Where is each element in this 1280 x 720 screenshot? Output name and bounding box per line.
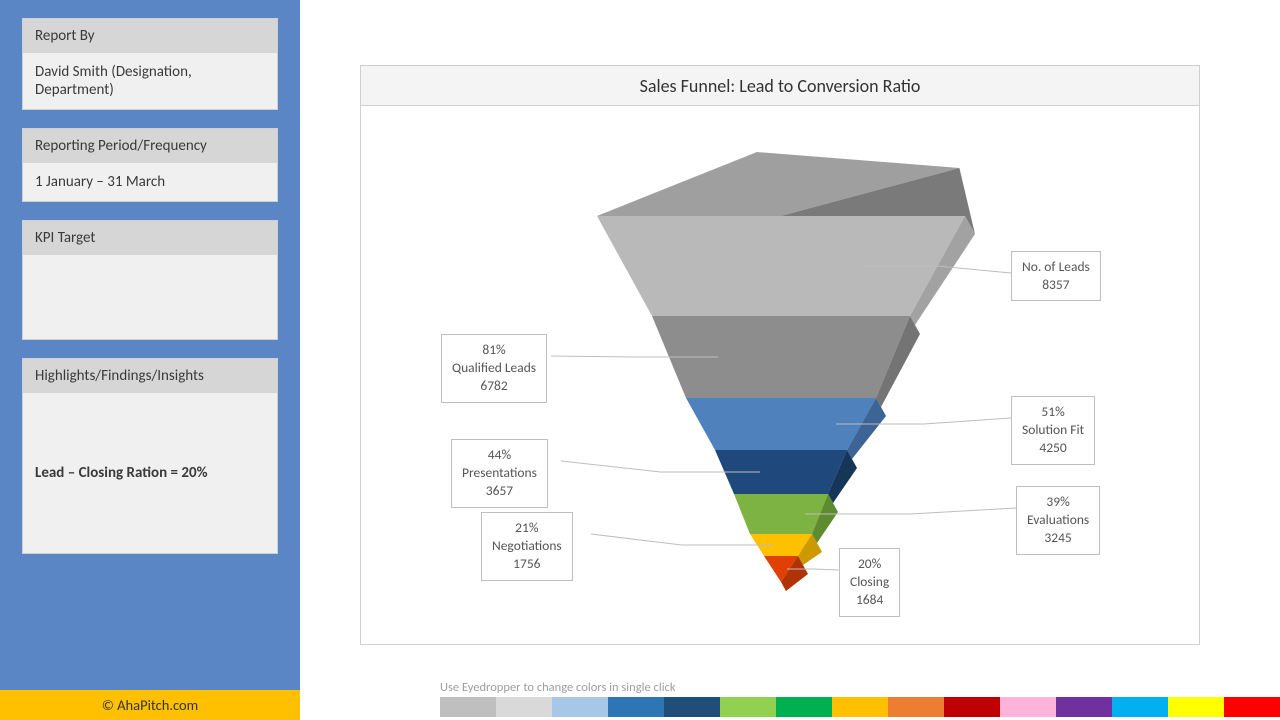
callout-line: 20% <box>850 555 889 573</box>
chart-title-bar: Sales Funnel: Lead to Conversion Ratio <box>361 66 1199 106</box>
callout: No. of Leads8357 <box>1011 251 1101 301</box>
side-card: Reporting Period/Frequency1 January – 31… <box>22 128 278 202</box>
palette-row <box>440 697 1280 717</box>
callout-line: Negotiations <box>492 537 562 555</box>
callout-line: Evaluations <box>1027 511 1089 529</box>
palette-swatch[interactable] <box>832 697 888 717</box>
side-card-header: Highlights/Findings/Insights <box>23 359 277 393</box>
sidebar: Report ByDavid Smith (Designation, Depar… <box>0 0 300 690</box>
callout-line: 44% <box>462 446 537 464</box>
palette-hint: Use Eyedropper to change colors in singl… <box>440 680 676 695</box>
callout: 44%Presentations3657 <box>451 439 548 508</box>
chart-container: Sales Funnel: Lead to Conversion Ratio N… <box>360 65 1200 645</box>
side-card-header: Report By <box>23 19 277 53</box>
callout-line: Solution Fit <box>1022 421 1084 439</box>
callout-line: 1756 <box>492 555 562 573</box>
side-card-header: Reporting Period/Frequency <box>23 129 277 163</box>
callout-line: 81% <box>452 341 536 359</box>
palette-swatch[interactable] <box>552 697 608 717</box>
callout-line: 39% <box>1027 493 1089 511</box>
side-card-body: 1 January – 31 March <box>23 163 277 201</box>
side-card-body <box>23 255 277 339</box>
side-card-body: David Smith (Designation, Department) <box>23 53 277 109</box>
callout-line: 3657 <box>462 482 537 500</box>
callout: 39%Evaluations3245 <box>1016 486 1100 555</box>
callout-line: 8357 <box>1022 276 1090 294</box>
side-card: KPI Target <box>22 220 278 340</box>
side-card-header: KPI Target <box>23 221 277 255</box>
callout-line: 1684 <box>850 591 889 609</box>
palette-swatch[interactable] <box>1224 697 1280 717</box>
palette-swatch[interactable] <box>664 697 720 717</box>
callout: 81%Qualified Leads6782 <box>441 334 547 403</box>
callout-line: 21% <box>492 519 562 537</box>
side-card: Report ByDavid Smith (Designation, Depar… <box>22 18 278 110</box>
callout-line: 4250 <box>1022 439 1084 457</box>
callout: 51%Solution Fit4250 <box>1011 396 1095 465</box>
chart-body: No. of Leads8357 81%Qualified Leads6782 51… <box>361 106 1199 646</box>
palette-swatch[interactable] <box>608 697 664 717</box>
palette-swatch[interactable] <box>440 697 496 717</box>
footer-attribution: © AhaPitch.com <box>0 690 300 720</box>
palette-swatch[interactable] <box>1112 697 1168 717</box>
palette-swatch[interactable] <box>720 697 776 717</box>
callout-line: Closing <box>850 573 889 591</box>
callout-line: Qualified Leads <box>452 359 536 377</box>
palette-swatch[interactable] <box>1000 697 1056 717</box>
callout-line: 51% <box>1022 403 1084 421</box>
palette-swatch[interactable] <box>1056 697 1112 717</box>
callout-line: 6782 <box>452 377 536 395</box>
callout: 21%Negotiations1756 <box>481 512 573 581</box>
palette-swatch[interactable] <box>888 697 944 717</box>
callout-line: 3245 <box>1027 529 1089 547</box>
footer-text: © AhaPitch.com <box>102 696 198 714</box>
callout-line: Presentations <box>462 464 537 482</box>
side-card-body: Lead – Closing Ration = 20% <box>23 393 277 553</box>
palette-swatch[interactable] <box>776 697 832 717</box>
palette-swatch[interactable] <box>944 697 1000 717</box>
callout: 20%Closing1684 <box>839 548 900 617</box>
palette-swatch[interactable] <box>496 697 552 717</box>
callout-line: No. of Leads <box>1022 258 1090 276</box>
chart-title: Sales Funnel: Lead to Conversion Ratio <box>640 75 921 97</box>
palette-swatch[interactable] <box>1168 697 1224 717</box>
side-card: Highlights/Findings/InsightsLead – Closi… <box>22 358 278 554</box>
